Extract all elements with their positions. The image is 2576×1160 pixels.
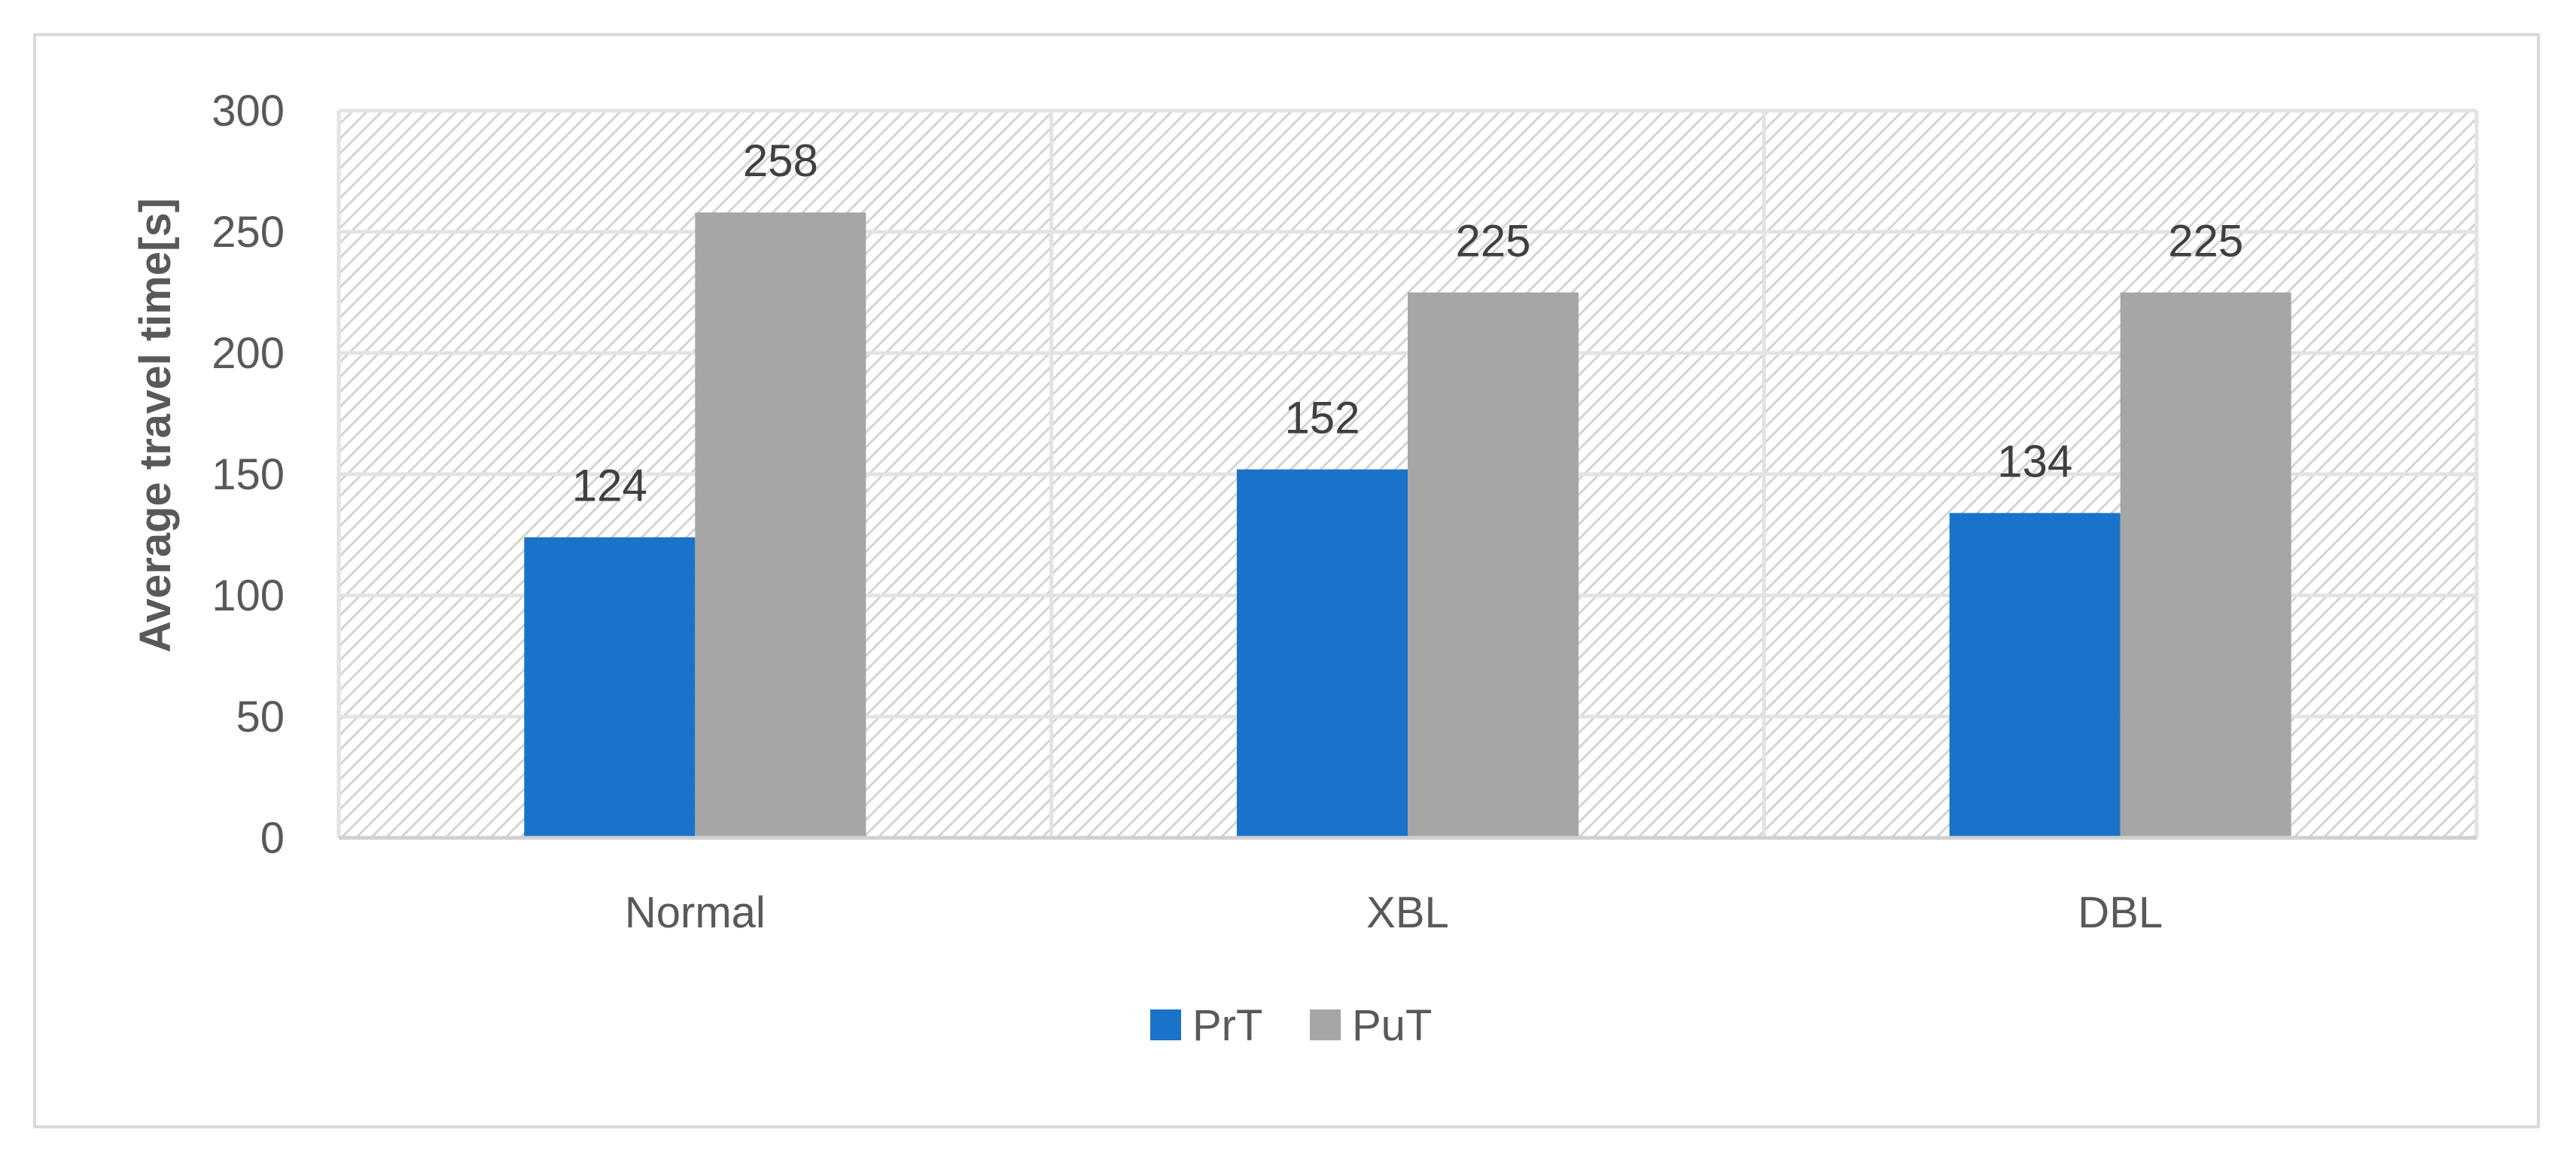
legend-label-put: PuT xyxy=(1352,1001,1432,1050)
y-tick-label: 200 xyxy=(212,329,285,378)
bar-prt-dbl xyxy=(1949,513,2121,838)
data-label: 152 xyxy=(1284,393,1360,443)
x-tick-label: Normal xyxy=(625,888,766,937)
data-label: 225 xyxy=(2168,216,2243,266)
y-tick-label: 0 xyxy=(260,814,285,863)
y-tick-label: 150 xyxy=(212,450,285,499)
y-tick-label: 50 xyxy=(236,693,285,741)
y-tick-label: 250 xyxy=(212,208,285,257)
bar-prt-xbl xyxy=(1237,469,1408,838)
data-label: 258 xyxy=(743,135,818,186)
bar-prt-normal xyxy=(524,537,696,838)
bar-put-normal xyxy=(695,212,866,838)
legend-swatch-prt xyxy=(1150,1009,1181,1040)
bar-put-xbl xyxy=(1408,292,1579,838)
y-tick-label: 100 xyxy=(212,571,285,620)
y-axis-title: Average travel time[s] xyxy=(131,198,180,653)
y-tick-label: 300 xyxy=(212,87,285,135)
legend-swatch-put xyxy=(1310,1009,1341,1040)
bar-put-dbl xyxy=(2120,292,2291,838)
x-tick-label: DBL xyxy=(2078,888,2163,937)
legend-label-prt: PrT xyxy=(1192,1001,1262,1050)
data-label: 134 xyxy=(1997,437,2072,487)
data-label: 225 xyxy=(1455,216,1530,266)
x-tick-label: XBL xyxy=(1366,888,1449,937)
data-label: 124 xyxy=(572,461,647,511)
